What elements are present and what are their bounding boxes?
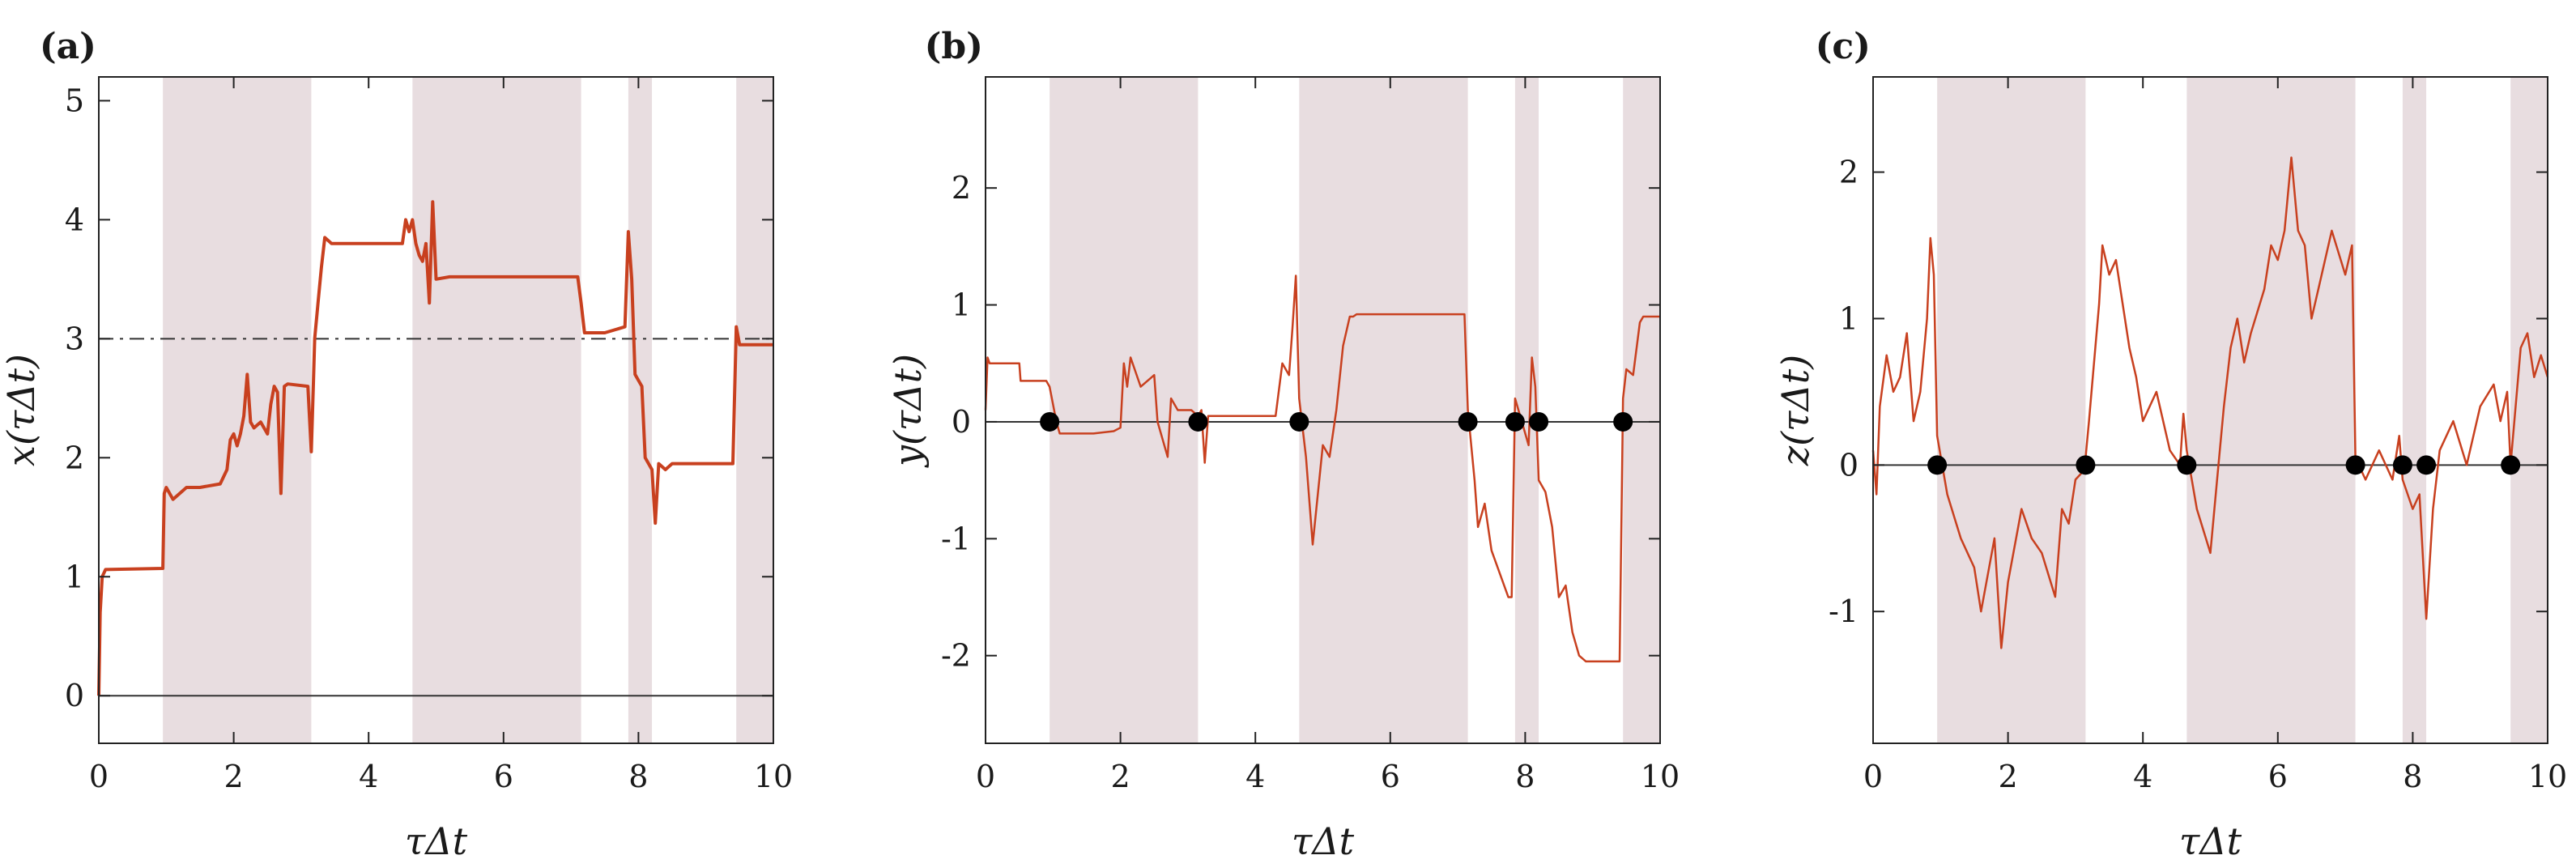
shaded-interval <box>1623 77 1660 743</box>
x-tick-label: 0 <box>89 759 109 794</box>
crossing-marker <box>1289 411 1309 432</box>
y-tick-label: 2 <box>952 170 971 206</box>
y-tick-label: -2 <box>941 638 971 674</box>
panel-label: (a) <box>40 26 96 67</box>
x-tick-label: 10 <box>2528 759 2567 794</box>
shaded-interval <box>2402 77 2427 743</box>
crossing-marker <box>1927 455 1948 475</box>
y-tick-label: 1 <box>65 559 84 594</box>
y-axis-label: x(τΔt) <box>0 354 43 466</box>
x-tick-label: 2 <box>1999 759 2018 794</box>
x-tick-label: 8 <box>2403 759 2422 794</box>
crossing-marker <box>1188 411 1208 432</box>
x-tick-label: 8 <box>628 759 648 794</box>
shaded-interval <box>163 77 312 743</box>
shaded-interval <box>736 77 773 743</box>
y-tick-label: 0 <box>65 678 84 713</box>
y-tick-label: -1 <box>941 521 971 556</box>
series-line <box>97 200 773 696</box>
x-tick-label: 6 <box>1381 759 1400 794</box>
y-tick-label: 0 <box>1839 447 1859 483</box>
crossing-marker <box>1505 411 1525 432</box>
panel-label: (c) <box>1816 26 1871 67</box>
x-tick-label: 4 <box>359 759 378 794</box>
x-tick-label: 10 <box>1641 759 1680 794</box>
series-line <box>1871 156 2549 649</box>
crossing-marker <box>1529 411 1549 432</box>
y-axis-label: z(τΔt) <box>1773 355 1817 466</box>
y-tick-label: 2 <box>65 440 84 475</box>
crossing-marker <box>1040 411 1060 432</box>
y-tick-label: 1 <box>1839 300 1859 336</box>
axes-frame <box>985 76 1661 744</box>
y-tick-label: 4 <box>65 202 84 237</box>
crossing-marker <box>2392 455 2412 475</box>
x-tick-label: 10 <box>754 759 793 794</box>
crossing-marker <box>1613 411 1633 432</box>
crossing-marker <box>2345 455 2365 475</box>
y-tick-label: 2 <box>1839 155 1859 190</box>
chart-panel-1: 0 2 4 6 8 10 0 1 2 3 4 5 τΔt x(τΔt) (a) <box>0 26 793 863</box>
y-tick-label: 5 <box>65 83 84 118</box>
shaded-interval <box>412 77 581 743</box>
x-tick-label: 4 <box>1245 759 1265 794</box>
shaded-interval <box>1299 77 1468 743</box>
y-tick-label: 1 <box>952 287 971 323</box>
shaded-interval <box>2510 77 2548 743</box>
crossing-marker <box>2177 455 2197 475</box>
series-line <box>984 274 1660 663</box>
y-tick-label: 3 <box>65 321 84 356</box>
crossing-marker <box>1458 411 1478 432</box>
y-tick-label: 0 <box>952 404 971 440</box>
x-axis-label: τΔt <box>405 819 468 863</box>
crossing-marker <box>2076 455 2096 475</box>
x-axis-label: τΔt <box>2179 819 2242 863</box>
shaded-interval <box>628 77 653 743</box>
crossing-marker <box>2416 455 2437 475</box>
chart-panel-2: 0 2 4 6 8 10 -2 -1 0 1 2 τΔt y(τΔt) (b) <box>886 26 1680 863</box>
crossing-marker <box>2501 455 2521 475</box>
y-tick-label: -1 <box>1829 594 1859 629</box>
x-tick-label: 6 <box>2268 759 2288 794</box>
x-tick-label: 0 <box>976 759 995 794</box>
shaded-interval <box>2186 77 2356 743</box>
x-tick-label: 8 <box>1515 759 1535 794</box>
shaded-interval <box>1937 77 2086 743</box>
chart-panel-3: 0 2 4 6 8 10 -1 0 1 2 τΔt z(τΔt) (c) <box>1773 26 2567 863</box>
x-tick-label: 4 <box>2133 759 2152 794</box>
x-tick-label: 2 <box>1111 759 1130 794</box>
x-tick-label: 6 <box>494 759 513 794</box>
x-tick-label: 2 <box>224 759 244 794</box>
x-tick-label: 0 <box>1863 759 1883 794</box>
y-axis-label: y(τΔt) <box>886 354 930 468</box>
panel-label: (b) <box>925 26 983 67</box>
axes-frame <box>98 76 774 744</box>
x-axis-label: τΔt <box>1292 819 1355 863</box>
axes-frame <box>1872 76 2548 744</box>
shaded-interval <box>1050 77 1199 743</box>
